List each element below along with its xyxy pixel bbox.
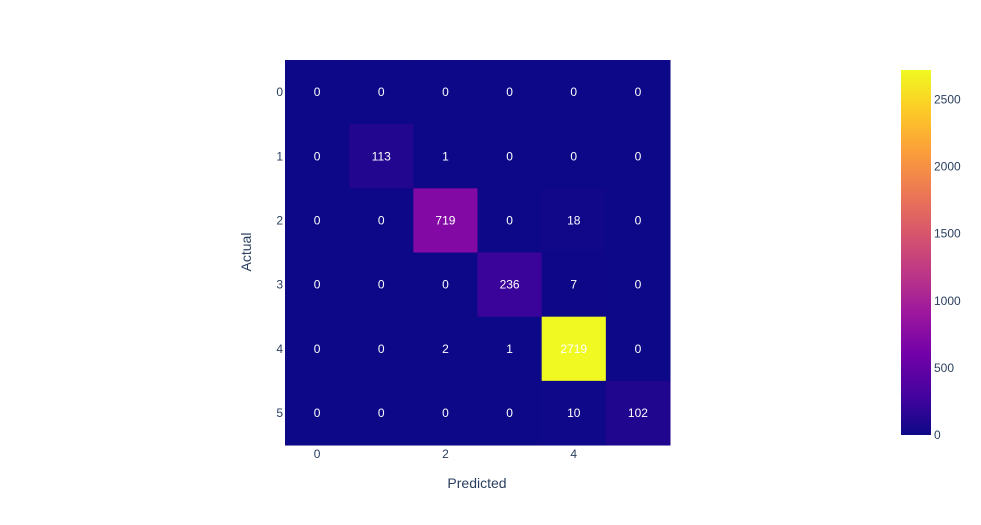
heatmap-cell xyxy=(349,60,414,125)
heatmap-cell xyxy=(605,124,671,189)
cell-value-label: 719 xyxy=(435,213,455,227)
heatmap-cell xyxy=(541,60,607,125)
cell-value-label: 1 xyxy=(442,149,449,163)
cell-value-label: 0 xyxy=(635,342,642,356)
cell-value-label: 0 xyxy=(314,149,321,163)
heatmap-cell xyxy=(477,124,543,189)
y-axis-ticks: 0 1 2 3 4 5 xyxy=(276,85,283,420)
heatmap-cell xyxy=(349,380,414,446)
heatmap-cell xyxy=(413,316,479,382)
heatmap-cell xyxy=(285,316,350,382)
cell-value-label: 0 xyxy=(378,213,385,227)
heatmap-cell xyxy=(605,188,671,254)
heatmap-cell xyxy=(477,380,543,446)
heatmap-cell xyxy=(349,316,414,382)
heatmap-cell xyxy=(541,252,607,318)
heatmap-cell-labels: 0 0 0 0 0 00 113 1 0 0 00 0 719 0 18 00 0 0 236 7 00 0 2 1 2719 0… xyxy=(314,85,649,420)
heatmap-cell xyxy=(285,124,350,189)
heatmap-cell xyxy=(605,380,671,446)
y-tick-label: 0 xyxy=(276,85,283,99)
heatmap-cell xyxy=(413,60,479,125)
heatmap-cells xyxy=(285,60,671,446)
colorbar xyxy=(901,70,931,435)
cell-value-label: 113 xyxy=(372,149,391,163)
cell-value-label: 0 xyxy=(506,213,513,227)
colorbar-ticks: 0 500 1000 1500 2000 2500 xyxy=(934,92,961,442)
heatmap-cell xyxy=(541,124,607,189)
heatmap-cell xyxy=(413,252,479,318)
cell-value-label: 18 xyxy=(567,213,581,227)
x-axis-ticks: 0 2 4 xyxy=(314,447,578,461)
heatmap-cell xyxy=(349,188,414,254)
heatmap-cell xyxy=(605,316,671,382)
heatmap-cell xyxy=(541,316,607,382)
y-tick-label: 4 xyxy=(276,342,283,356)
cell-value-label: 0 xyxy=(635,149,642,163)
colorbar-tick-label: 1000 xyxy=(934,294,961,308)
cell-value-label: 2 xyxy=(442,342,449,356)
heatmap-cell xyxy=(349,124,414,189)
cell-value-label: 0 xyxy=(635,213,642,227)
heatmap-cell xyxy=(605,252,671,318)
cell-value-label: 1 xyxy=(506,342,513,356)
cell-value-label: 0 xyxy=(314,406,321,420)
heatmap-cell xyxy=(413,380,479,446)
cell-value-label: 0 xyxy=(314,213,321,227)
cell-value-label: 0 xyxy=(635,278,642,292)
heatmap-cell xyxy=(349,252,414,318)
cell-value-label: 0 xyxy=(314,278,321,292)
cell-value-label: 0 xyxy=(442,85,449,99)
cell-value-label: 0 xyxy=(570,85,577,99)
heatmap-cell xyxy=(541,188,607,254)
cell-value-label: 0 xyxy=(378,278,385,292)
heatmap-cell xyxy=(477,60,543,125)
heatmap-cell xyxy=(285,188,350,254)
heatmap-cell xyxy=(477,188,543,254)
colorbar-tick-label: 1500 xyxy=(934,227,961,241)
colorbar-tick-label: 0 xyxy=(934,428,941,442)
x-tick-label: 2 xyxy=(442,447,449,461)
y-axis-title: Actual xyxy=(238,233,254,272)
heatmap-cell xyxy=(477,316,543,382)
cell-value-label: 0 xyxy=(570,149,577,163)
cell-value-label: 0 xyxy=(378,85,385,99)
x-axis-title: Predicted xyxy=(447,475,506,491)
cell-value-label: 102 xyxy=(628,406,648,420)
cell-value-label: 0 xyxy=(506,149,513,163)
colorbar-tick-label: 2500 xyxy=(934,92,961,106)
y-tick-label: 2 xyxy=(276,213,283,227)
heatmap-cell xyxy=(285,60,350,125)
x-tick-label: 0 xyxy=(314,447,321,461)
cell-value-label: 236 xyxy=(500,278,520,292)
heatmap-cell xyxy=(285,380,350,446)
heatmap-cell xyxy=(541,380,607,446)
cell-value-label: 0 xyxy=(442,278,449,292)
y-tick-label: 1 xyxy=(276,149,283,163)
y-tick-label: 3 xyxy=(276,278,283,292)
cell-value-label: 0 xyxy=(506,85,513,99)
cell-value-label: 2719 xyxy=(560,342,587,356)
heatmap-cell xyxy=(413,124,479,189)
y-tick-label: 5 xyxy=(276,406,283,420)
heatmap-cell xyxy=(413,188,479,254)
cell-value-label: 0 xyxy=(314,85,321,99)
cell-value-label: 0 xyxy=(442,406,449,420)
cell-value-label: 0 xyxy=(378,342,385,356)
cell-value-label: 0 xyxy=(378,406,385,420)
cell-value-label: 10 xyxy=(567,406,581,420)
cell-value-label: 0 xyxy=(635,85,642,99)
cell-value-label: 0 xyxy=(506,406,513,420)
colorbar-tick-label: 2000 xyxy=(934,160,961,174)
heatmap-cell xyxy=(477,252,543,318)
heatmap-cell xyxy=(285,252,350,318)
cell-value-label: 0 xyxy=(314,342,321,356)
colorbar-tick-label: 500 xyxy=(934,361,954,375)
heatmap-cell xyxy=(605,60,671,125)
x-tick-label: 4 xyxy=(570,447,577,461)
cell-value-label: 7 xyxy=(570,278,577,292)
